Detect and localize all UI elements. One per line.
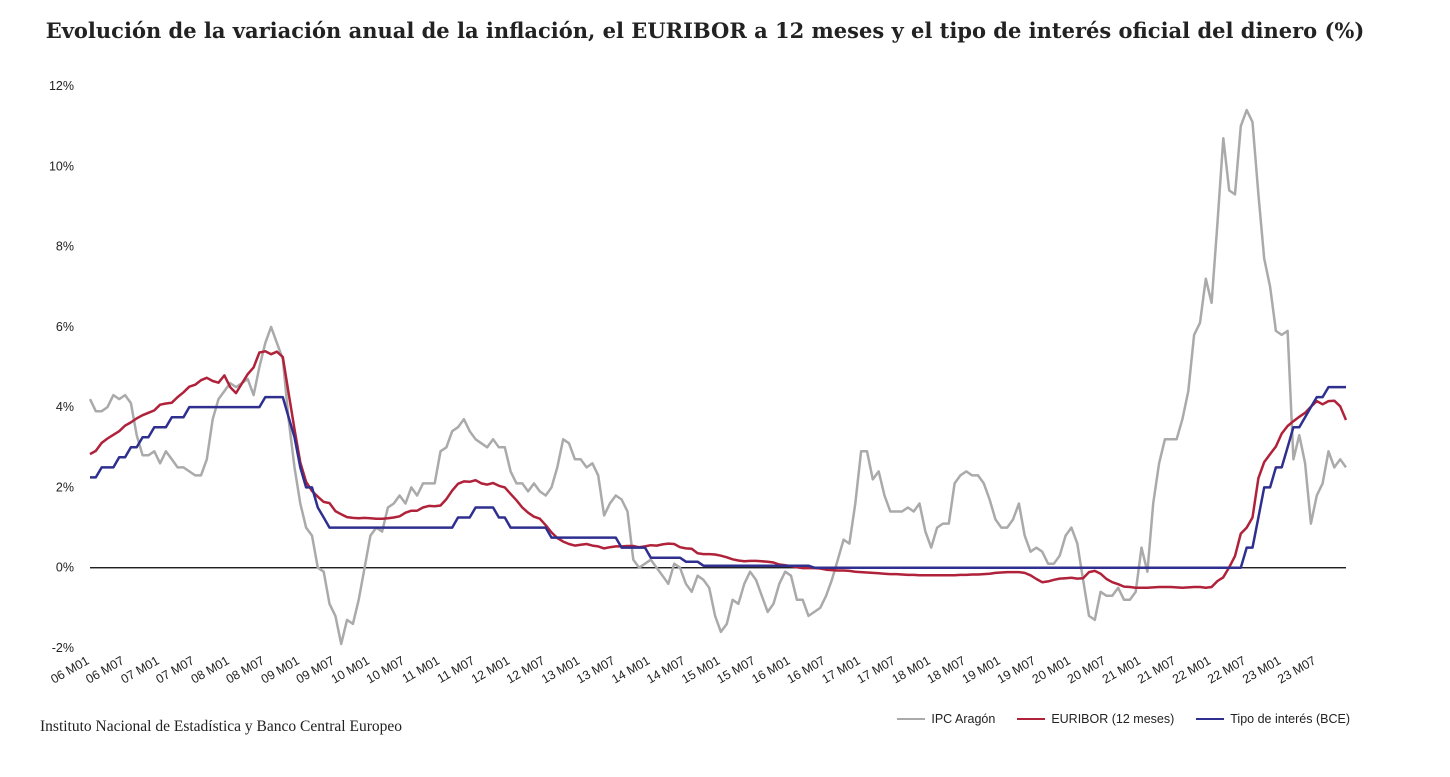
x-tick-label: 20 M01 bbox=[1030, 653, 1073, 686]
x-tick-label: 10 M01 bbox=[329, 653, 372, 686]
y-tick-label: 4% bbox=[56, 400, 74, 414]
legend-swatch-bce bbox=[1196, 718, 1225, 720]
legend-swatch-ipc bbox=[897, 718, 926, 720]
series-bce-rate-line bbox=[90, 385, 1346, 569]
x-tick-label: 16 M01 bbox=[749, 653, 792, 686]
series-layer bbox=[88, 108, 1348, 646]
legend-item-bce[interactable]: Tipo de interés (BCE) bbox=[1196, 712, 1350, 726]
y-tick-label: 12% bbox=[49, 79, 74, 93]
legend-swatch-euribor bbox=[1017, 718, 1046, 720]
y-tick-label: -2% bbox=[52, 641, 74, 655]
x-tick-label: 11 M01 bbox=[400, 653, 442, 686]
x-tick-label: 13 M01 bbox=[539, 653, 582, 686]
source-note: Instituto Nacional de Estadística y Banc… bbox=[40, 718, 402, 735]
x-tick-label: 19 M07 bbox=[995, 653, 1038, 686]
x-tick-label: 22 M01 bbox=[1170, 653, 1213, 686]
x-tick-label: 21 M01 bbox=[1100, 653, 1143, 686]
x-tick-label: 07 M01 bbox=[118, 653, 161, 686]
legend-label-ipc: IPC Aragón bbox=[931, 712, 996, 726]
x-tick-label: 07 M07 bbox=[154, 653, 197, 686]
x-tick-label: 15 M07 bbox=[714, 653, 757, 686]
x-tick-label: 21 M07 bbox=[1135, 653, 1178, 686]
legend: IPC Aragón EURIBOR (12 meses) Tipo de in… bbox=[897, 712, 1350, 726]
x-tick-label: 08 M07 bbox=[224, 653, 267, 686]
x-tick-label: 06 M01 bbox=[48, 653, 91, 686]
y-axis-ticks: 12% 10% 8% 6% 4% 2% 0% -2% bbox=[49, 79, 74, 655]
chart-title: Evolución de la variación anual de la in… bbox=[45, 18, 1365, 43]
y-tick-label: 6% bbox=[56, 320, 74, 334]
x-tick-label: 23 M01 bbox=[1240, 653, 1283, 686]
x-tick-label: 22 M07 bbox=[1205, 653, 1248, 686]
x-tick-label: 09 M07 bbox=[294, 653, 337, 686]
y-tick-label: 10% bbox=[49, 159, 74, 173]
legend-item-euribor[interactable]: EURIBOR (12 meses) bbox=[1017, 712, 1174, 726]
legend-item-ipc[interactable]: IPC Aragón bbox=[897, 712, 995, 726]
y-tick-label: 0% bbox=[56, 561, 74, 575]
legend-label-bce: Tipo de interés (BCE) bbox=[1230, 712, 1350, 726]
x-tick-label: 23 M07 bbox=[1275, 653, 1318, 686]
x-tick-label: 12 M07 bbox=[504, 653, 547, 686]
x-tick-label: 15 M01 bbox=[679, 653, 722, 686]
x-tick-label: 11 M07 bbox=[435, 653, 477, 686]
x-tick-label: 09 M01 bbox=[259, 653, 302, 686]
x-tick-label: 16 M07 bbox=[784, 653, 827, 686]
x-tick-label: 18 M01 bbox=[890, 653, 933, 686]
x-tick-label: 14 M01 bbox=[609, 653, 652, 686]
x-tick-label: 13 M07 bbox=[574, 653, 617, 686]
x-tick-label: 06 M07 bbox=[83, 653, 126, 686]
x-tick-label: 19 M01 bbox=[960, 653, 1003, 686]
x-tick-label: 14 M07 bbox=[644, 653, 687, 686]
legend-label-euribor: EURIBOR (12 meses) bbox=[1051, 712, 1175, 726]
y-tick-label: 8% bbox=[56, 240, 74, 254]
x-tick-label: 12 M01 bbox=[469, 653, 512, 686]
x-tick-label: 18 M07 bbox=[925, 653, 968, 686]
x-tick-label: 20 M07 bbox=[1065, 653, 1108, 686]
x-tick-label: 10 M07 bbox=[364, 653, 407, 686]
y-tick-label: 2% bbox=[56, 480, 74, 494]
x-tick-label: 17 M07 bbox=[855, 653, 898, 686]
x-tick-label: 08 M01 bbox=[189, 653, 232, 686]
x-tick-label: 17 M01 bbox=[820, 653, 863, 686]
series-ipc-aragon-line bbox=[88, 108, 1348, 646]
